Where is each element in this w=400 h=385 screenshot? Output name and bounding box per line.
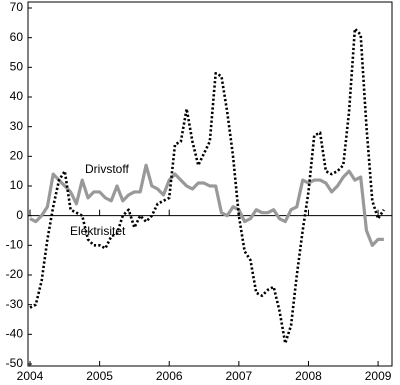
series-label: Elektrisitet [70, 224, 126, 238]
x-tick-label: 2005 [86, 369, 113, 383]
series-label: Drivstoff [85, 162, 129, 176]
y-tick-label: 30 [10, 119, 24, 133]
x-tick-label: 2007 [225, 369, 252, 383]
y-tick-label: 60 [10, 30, 24, 44]
y-tick-label: -50 [6, 356, 24, 370]
y-tick-label: -40 [6, 327, 24, 341]
plot-frame [27, 1, 393, 367]
x-tick-label: 2006 [156, 369, 183, 383]
y-tick-label: 20 [10, 149, 24, 163]
series-line [29, 27, 385, 345]
x-tick-label: 2004 [17, 369, 44, 383]
y-tick-label: 50 [10, 60, 24, 74]
y-tick-label: 40 [10, 89, 24, 103]
y-tick-label: -10 [6, 238, 24, 252]
y-tick-label: 10 [10, 178, 24, 192]
x-tick-label: 2009 [365, 369, 392, 383]
y-tick-label: 0 [16, 208, 23, 222]
y-tick-label: -20 [6, 267, 24, 281]
x-tick-label: 2008 [295, 369, 322, 383]
y-tick-label: -30 [6, 297, 24, 311]
y-tick-label: 70 [10, 0, 24, 14]
series-line [29, 163, 384, 247]
